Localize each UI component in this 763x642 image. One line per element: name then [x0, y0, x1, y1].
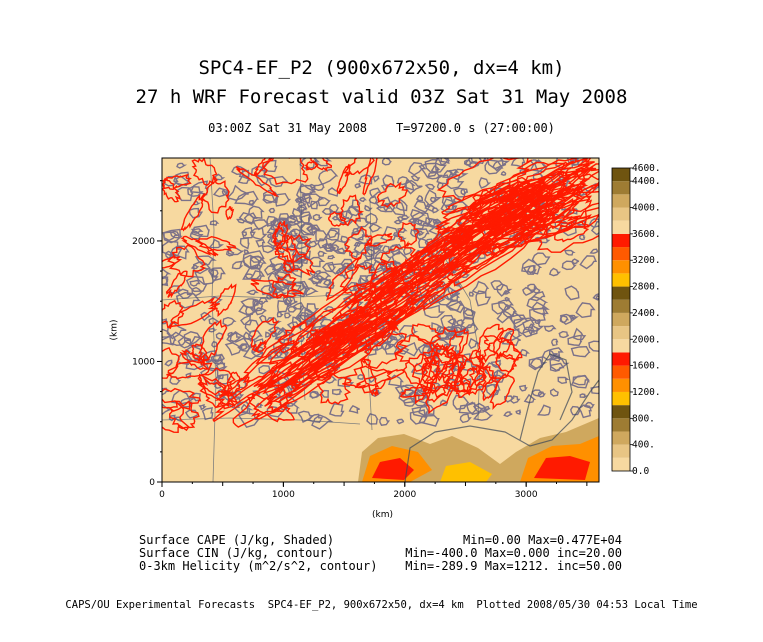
colorbar-label: 4000.	[632, 203, 661, 214]
figure-footer: CAPS/OU Experimental Forecasts SPC4-EF_P…	[65, 599, 698, 611]
x-tick-label: 0	[159, 490, 165, 500]
colorbar-label: 3600.	[632, 229, 661, 240]
colorbar-band	[612, 365, 630, 379]
cape-shading	[358, 418, 599, 482]
map-frame	[161, 157, 600, 483]
colorbar-label: 2800.	[632, 282, 661, 293]
colorbar-frame	[611, 167, 631, 472]
colorbar-band	[612, 457, 630, 471]
valid-time: 03:00Z Sat 31 May 2008	[208, 121, 368, 135]
model-time: T=97200.0 s (27:00:00)	[395, 121, 555, 135]
axis-ticks: 0 1000 2000 3000 0 1000 2000	[132, 180, 588, 500]
field-stats-cape: Min=0.00 Max=0.477E+04	[463, 533, 622, 547]
colorbar-band	[612, 168, 630, 182]
cape-core-east	[534, 456, 590, 480]
x-tick-label: 2000	[393, 490, 416, 500]
colorbar-band	[612, 312, 630, 327]
colorbar-band	[612, 273, 630, 287]
colorbar-label: 4400.	[632, 176, 661, 187]
coastline	[404, 379, 599, 482]
cape-colorbar: 4600. 4400. 4000. 3600. 3200. 2800. 2400. 2000.…	[611, 163, 661, 477]
colorbar-label: 1200.	[632, 387, 661, 398]
colorbar-band	[612, 181, 630, 195]
cape-core-west	[372, 458, 414, 480]
boundary-line	[367, 199, 373, 431]
helicity-contours	[162, 158, 599, 434]
forecast-map	[162, 158, 599, 482]
colorbar-band	[612, 194, 630, 208]
y-tick-label: 0	[149, 478, 155, 488]
y-axis-label: (km)	[109, 319, 120, 341]
colorbar-band	[612, 339, 630, 353]
colorbar-band	[612, 391, 630, 406]
colorbar-label: 800.	[632, 413, 655, 424]
x-tick-label: 1000	[272, 490, 295, 500]
boundary-line	[162, 417, 361, 425]
cape-region-central	[440, 462, 492, 482]
y-tick-label: 1000	[132, 357, 155, 367]
colorbar-band	[612, 418, 630, 432]
colorbar-band	[612, 247, 630, 261]
colorbar-band	[612, 405, 630, 419]
field-stats-helicity: Min=-289.9 Max=1212. inc=50.00	[405, 559, 622, 573]
florida-peninsula	[519, 353, 573, 441]
colorbar-band	[612, 378, 630, 392]
valid-time-line: 03:00Z Sat 31 May 2008 T=97200.0 s (27:0…	[0, 121, 763, 135]
field-name-cin: Surface CIN (J/kg, contour)	[139, 546, 335, 560]
colorbar-band	[612, 286, 630, 300]
colorbar-band	[612, 207, 630, 221]
colorbar-label: 400.	[632, 440, 655, 451]
field-name-cape: Surface CAPE (J/kg, Shaded)	[139, 533, 335, 547]
colorbar-band	[612, 352, 630, 366]
colorbar-band	[612, 326, 630, 340]
colorbar-label: 2000.	[632, 334, 661, 345]
field-name-helicity: 0-3km Helicity (m^2/s^2, contour)	[139, 559, 378, 573]
colorbar-label: 1600.	[632, 361, 661, 372]
y-tick-label: 2000	[132, 237, 155, 247]
figure-title-line2: 27 h WRF Forecast valid 03Z Sat 31 May 2…	[135, 86, 628, 108]
x-axis-label: (km)	[372, 510, 394, 520]
colorbar-band	[612, 299, 630, 313]
colorbar-band	[612, 220, 630, 234]
field-stats-cin: Min=-400.0 Max=0.000 inc=20.00	[405, 546, 622, 560]
colorbar-label: 2400.	[632, 308, 661, 319]
colorbar-label: 0.0	[632, 466, 649, 477]
colorbar-label: 3200.	[632, 255, 661, 266]
colorbar-label: 4600.	[632, 163, 661, 174]
figure-title-line1: SPC4-EF_P2 (900x672x50, dx=4 km)	[198, 57, 565, 79]
colorbar-band	[612, 431, 630, 445]
colorbar-band	[612, 444, 630, 458]
colorbar-band	[612, 233, 630, 248]
x-tick-label: 3000	[515, 490, 538, 500]
colorbar-band	[612, 260, 630, 274]
